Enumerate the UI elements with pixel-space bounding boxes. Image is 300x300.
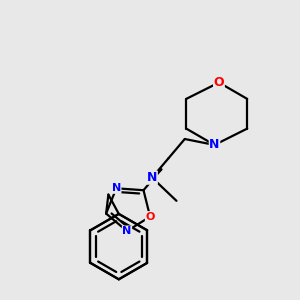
Text: N: N [209,138,220,152]
Text: N: N [147,171,157,184]
Text: N: N [122,226,132,236]
Text: O: O [214,76,224,89]
Text: N: N [112,183,121,193]
Text: O: O [146,212,155,222]
